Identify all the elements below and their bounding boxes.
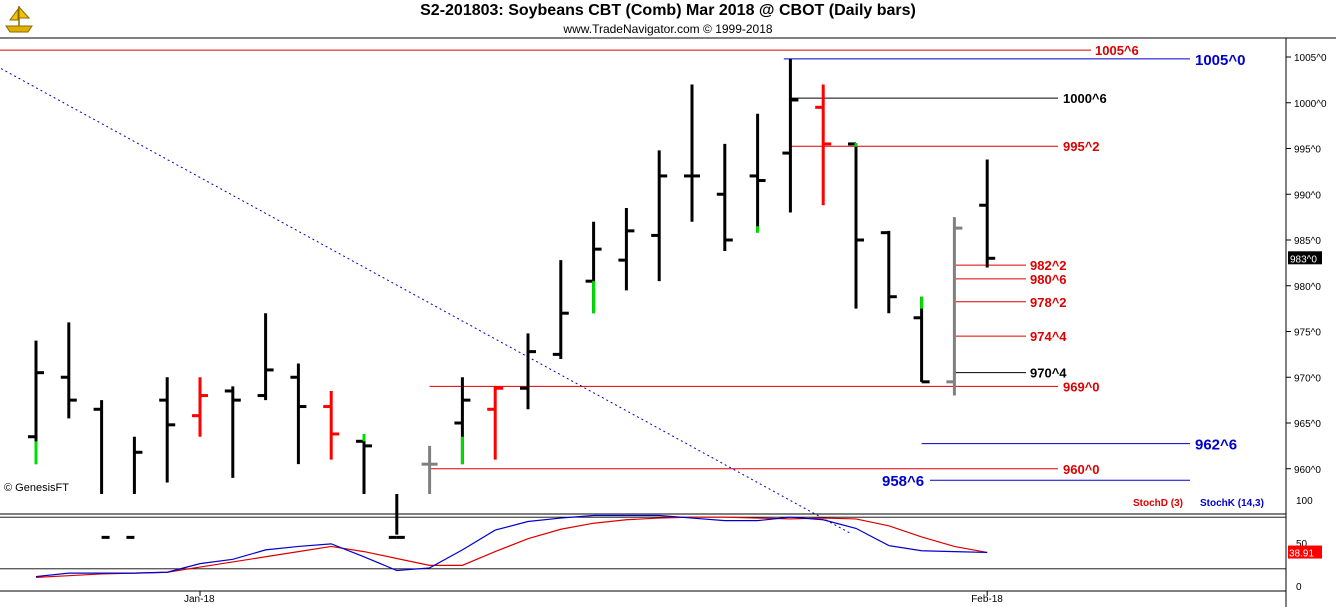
ship-logo-icon bbox=[5, 5, 33, 33]
chart-title: S2-201803: Soybeans CBT (Comb) Mar 2018 … bbox=[420, 2, 916, 19]
time-tick-label: Feb-18 bbox=[971, 594, 1003, 605]
stoch-last-value-label: 38.91 bbox=[1289, 549, 1314, 560]
price-tick-label: 990^0 bbox=[1294, 190, 1321, 201]
last-price-label: 983^0 bbox=[1290, 254, 1317, 265]
price-tick-label: 980^0 bbox=[1294, 282, 1321, 293]
price-tick-label: 965^0 bbox=[1294, 419, 1321, 430]
price-tick-label: 985^0 bbox=[1294, 236, 1321, 247]
price-tick-label: 1000^0 bbox=[1294, 99, 1327, 110]
stoch-line-k bbox=[35, 514, 988, 578]
price-level-label: 970^4 bbox=[1030, 366, 1067, 381]
price-level-label: 980^6 bbox=[1030, 272, 1067, 287]
price-level-label: 995^2 bbox=[1063, 139, 1100, 154]
price-tick-label: 975^0 bbox=[1294, 328, 1321, 339]
price-level-label: 962^6 bbox=[1195, 437, 1237, 454]
price-level-label: 969^0 bbox=[1063, 379, 1100, 394]
stoch-tick-label: 0 bbox=[1296, 582, 1302, 593]
time-tick-label: Jan-18 bbox=[184, 594, 215, 605]
price-tick-label: 995^0 bbox=[1294, 145, 1321, 156]
stoch-k-legend: StochK (14,3) bbox=[1200, 498, 1264, 509]
stoch-line-d bbox=[35, 516, 988, 578]
price-level-label: 960^0 bbox=[1063, 462, 1100, 477]
stoch-tick-label: 100 bbox=[1296, 496, 1313, 507]
stoch-tick-label: 50 bbox=[1296, 539, 1308, 550]
last-price-badge bbox=[1288, 251, 1322, 265]
copyright-label: © GenesisFT bbox=[4, 482, 69, 494]
price-tick-label: 1005^0 bbox=[1294, 53, 1327, 64]
price-level-label: 1005^6 bbox=[1095, 43, 1139, 58]
price-tick-label: 970^0 bbox=[1294, 373, 1321, 384]
chart-subtitle: www.TradeNavigator.com © 1999-2018 bbox=[563, 22, 773, 36]
price-level-label: 1005^0 bbox=[1195, 52, 1245, 69]
stoch-d-legend: StochD (3) bbox=[1133, 498, 1183, 509]
price-level-label: 978^2 bbox=[1030, 295, 1067, 310]
price-tick-label: 960^0 bbox=[1294, 465, 1321, 476]
price-level-label: 974^4 bbox=[1030, 329, 1067, 344]
stoch-last-value-badge bbox=[1288, 545, 1322, 559]
price-level-label: 1000^6 bbox=[1063, 91, 1107, 106]
price-level-label: 982^2 bbox=[1030, 258, 1067, 273]
price-level-label: 958^6 bbox=[882, 473, 924, 490]
trendline bbox=[0, 67, 850, 534]
